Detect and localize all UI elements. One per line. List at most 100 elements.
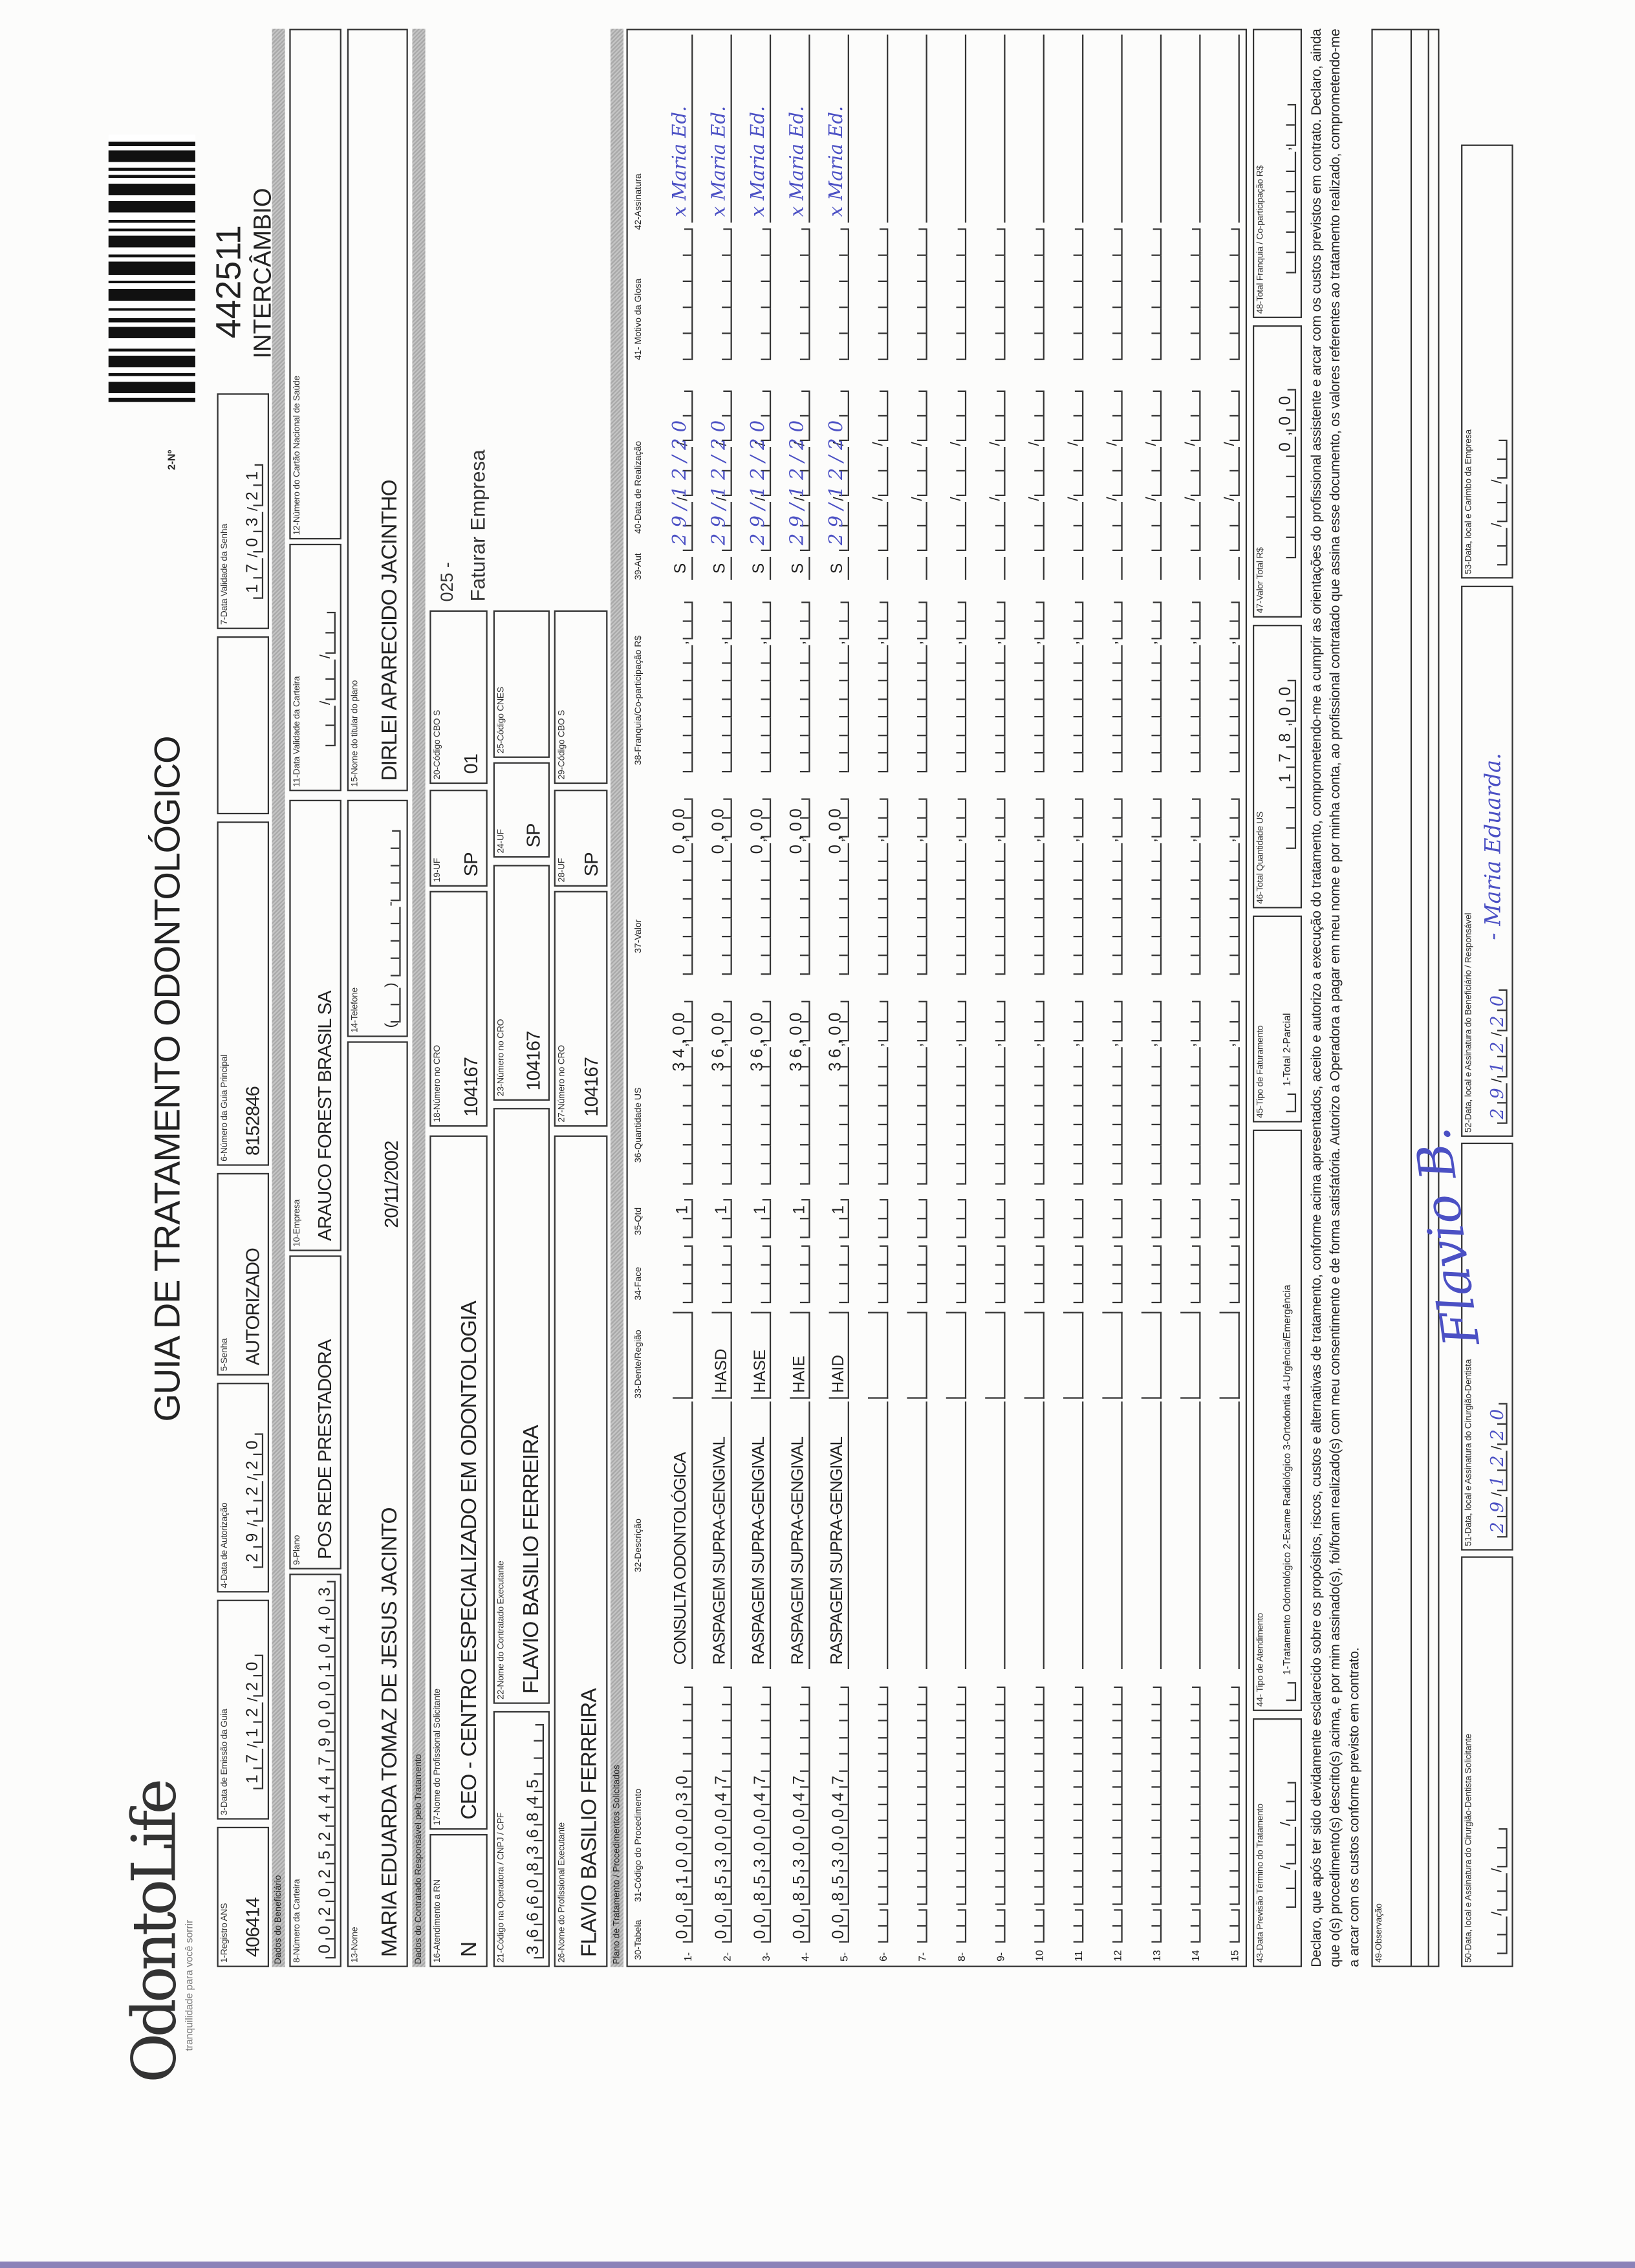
qtd-cells[interactable] bbox=[946, 1199, 967, 1238]
assinatura-field[interactable]: x Maria Ed. bbox=[668, 34, 693, 223]
aut-field[interactable] bbox=[905, 556, 927, 580]
descricao-field[interactable]: RASPAGEM SUPRA-GENGIVAL bbox=[827, 1401, 849, 1670]
motivo-glosa-cells[interactable] bbox=[829, 228, 849, 360]
franquia-cells[interactable]: , bbox=[1102, 602, 1123, 773]
field-assinatura-solicitante[interactable]: 50-Data, local e Assinatura do Cirurgião… bbox=[1461, 1556, 1513, 1967]
descricao-field[interactable] bbox=[1101, 1401, 1123, 1670]
date-cells[interactable]: 1 7/0 3/2 1 bbox=[243, 464, 264, 599]
date-cells[interactable]: / / bbox=[1487, 1828, 1508, 1954]
codigo-cells[interactable] bbox=[1024, 1687, 1045, 1905]
descricao-field[interactable] bbox=[1061, 1401, 1084, 1670]
descricao-field[interactable]: RASPAGEM SUPRA-GENGIVAL bbox=[710, 1401, 732, 1670]
data-realizacao-cells[interactable]: / / bbox=[985, 390, 1006, 552]
motivo-glosa-cells[interactable] bbox=[790, 228, 810, 360]
total-cells[interactable]: , bbox=[1276, 103, 1297, 274]
date-cells[interactable]: 1 7/1 2/2 0 bbox=[243, 1654, 264, 1789]
motivo-glosa-cells[interactable] bbox=[1063, 228, 1084, 360]
descricao-field[interactable]: RASPAGEM SUPRA-GENGIVAL bbox=[788, 1401, 810, 1670]
field-value[interactable]: 406414 bbox=[241, 1897, 264, 1958]
face-cells[interactable] bbox=[907, 1245, 927, 1304]
qtd-cells[interactable] bbox=[985, 1199, 1006, 1238]
aut-field[interactable] bbox=[944, 556, 967, 580]
assinatura-field[interactable] bbox=[902, 34, 927, 223]
dente-field[interactable] bbox=[1180, 1312, 1201, 1399]
assinatura-field[interactable]: x Maria Ed. bbox=[746, 34, 772, 223]
qtd-cells[interactable] bbox=[1024, 1199, 1045, 1238]
descricao-field[interactable] bbox=[905, 1401, 927, 1670]
field-value[interactable]: CEO - CENTRO ESPECIALIZADO EM ODONTOLOGI… bbox=[457, 1301, 482, 1820]
assinatura-field[interactable] bbox=[863, 34, 889, 223]
franquia-cells[interactable]: , bbox=[711, 602, 732, 773]
face-cells[interactable] bbox=[1142, 1245, 1162, 1304]
field-assinatura-dentista[interactable]: 51-Data, local e Assinatura do Cirurgião… bbox=[1404, 1124, 1513, 1551]
qtd-cells[interactable]: 1 bbox=[711, 1199, 732, 1238]
descricao-field[interactable] bbox=[983, 1401, 1006, 1670]
franquia-cells[interactable]: , bbox=[1063, 602, 1084, 773]
field-value[interactable]: SP bbox=[522, 823, 544, 848]
assinatura-field[interactable] bbox=[1098, 34, 1123, 223]
dente-field[interactable]: HAID bbox=[828, 1312, 849, 1399]
assinatura-field[interactable]: x Maria Ed. bbox=[785, 34, 810, 223]
aut-field[interactable] bbox=[866, 556, 889, 580]
tabela-cells[interactable] bbox=[946, 1909, 967, 1943]
tabela-cells[interactable] bbox=[1063, 1909, 1084, 1943]
face-cells[interactable] bbox=[711, 1245, 732, 1304]
dente-field[interactable] bbox=[1219, 1312, 1240, 1399]
motivo-glosa-cells[interactable] bbox=[1102, 228, 1123, 360]
face-cells[interactable] bbox=[751, 1245, 772, 1304]
aut-field[interactable]: S bbox=[671, 556, 693, 580]
codigo-cells[interactable] bbox=[1102, 1687, 1123, 1905]
franquia-cells[interactable]: , bbox=[829, 602, 849, 773]
assinatura-field[interactable]: x Maria Ed. bbox=[824, 34, 849, 223]
qtd-cells[interactable]: 1 bbox=[673, 1199, 693, 1238]
dente-field[interactable] bbox=[868, 1312, 889, 1399]
data-realizacao-cells[interactable]: / / bbox=[907, 390, 927, 552]
dente-field[interactable] bbox=[1063, 1312, 1084, 1399]
field-value[interactable]: 104167 bbox=[460, 1057, 482, 1117]
phone-cells[interactable]: () - bbox=[380, 830, 401, 1028]
franquia-cells[interactable]: , bbox=[1142, 602, 1162, 773]
field-value[interactable]: 8152846 bbox=[241, 1086, 264, 1156]
assinatura-field[interactable] bbox=[1059, 34, 1084, 223]
motivo-glosa-cells[interactable] bbox=[946, 228, 967, 360]
assinatura-field[interactable] bbox=[1137, 34, 1162, 223]
data-realizacao-cells[interactable]: / / bbox=[1102, 390, 1123, 552]
descricao-field[interactable]: RASPAGEM SUPRA-GENGIVAL bbox=[749, 1401, 772, 1670]
tabela-cells[interactable] bbox=[1142, 1909, 1162, 1943]
qtd-cells[interactable] bbox=[1180, 1199, 1201, 1238]
assinatura-field[interactable] bbox=[1215, 34, 1240, 223]
aut-field[interactable] bbox=[983, 556, 1006, 580]
field-value[interactable]: SP bbox=[579, 852, 602, 877]
franquia-cells[interactable]: , bbox=[868, 602, 889, 773]
field-carimbo-empresa[interactable]: 53-Data, local e Carimbo da Empresa / / bbox=[1461, 144, 1513, 579]
codigo-cells[interactable] bbox=[1063, 1687, 1084, 1905]
data-realizacao-cells[interactable]: / / bbox=[1142, 390, 1162, 552]
motivo-glosa-cells[interactable] bbox=[907, 228, 927, 360]
field-value[interactable]: MARIA EDUARDA TOMAZ DE JESUS JACINTO bbox=[377, 1507, 402, 1958]
motivo-glosa-cells[interactable] bbox=[985, 228, 1006, 360]
face-cells[interactable] bbox=[985, 1245, 1006, 1304]
motivo-glosa-cells[interactable] bbox=[1142, 228, 1162, 360]
data-realizacao-cells[interactable]: / / bbox=[1180, 390, 1201, 552]
face-cells[interactable] bbox=[1024, 1245, 1045, 1304]
tabela-cells[interactable] bbox=[1024, 1909, 1045, 1943]
face-cells[interactable] bbox=[790, 1245, 810, 1304]
qtd-cells[interactable] bbox=[1063, 1199, 1084, 1238]
tabela-cells[interactable] bbox=[1102, 1909, 1123, 1943]
field-value[interactable]: 104167 bbox=[579, 1057, 602, 1117]
descricao-field[interactable] bbox=[866, 1401, 889, 1670]
dente-field[interactable] bbox=[673, 1312, 693, 1399]
motivo-glosa-cells[interactable] bbox=[711, 228, 732, 360]
franquia-cells[interactable]: , bbox=[946, 602, 967, 773]
date-cells[interactable]: / / bbox=[316, 612, 336, 746]
checkbox-cell[interactable] bbox=[1276, 1093, 1297, 1112]
